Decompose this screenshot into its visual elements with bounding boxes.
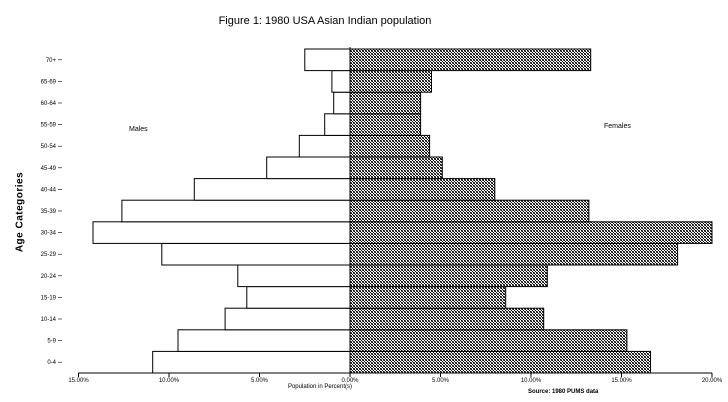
- female-bar-30-34: [349, 221, 713, 244]
- male-bar-70+: [304, 48, 351, 72]
- y-tick-label: 60-64: [41, 101, 57, 107]
- y-tick-label: 30-34: [41, 231, 57, 237]
- x-axis-label: Population in Percent(s): [287, 384, 353, 390]
- male-bar-40-44: [193, 178, 351, 201]
- y-tick-label: 15-19: [41, 295, 57, 301]
- female-bar-20-24: [349, 264, 548, 288]
- male-bar-35-39: [121, 199, 351, 223]
- source-note: Source: 1980 PUMS data: [528, 389, 599, 395]
- female-bar-65-69: [349, 70, 432, 93]
- y-tick-label: 0-4: [47, 360, 56, 366]
- female-bar-55-59: [349, 113, 422, 136]
- male-bar-15-19: [246, 286, 351, 309]
- male-bar-45-49: [266, 156, 351, 180]
- males-label: Males: [129, 126, 148, 133]
- female-bar-0-4: [349, 350, 651, 374]
- female-bar-70+: [349, 48, 592, 72]
- male-bar-5-9: [177, 329, 351, 352]
- y-tick-label: 10-14: [41, 317, 57, 323]
- male-bar-25-29: [161, 242, 351, 266]
- female-bar-60-64: [349, 91, 422, 115]
- x-tick-label: 10.00%: [159, 378, 180, 384]
- y-tick-label: 50-54: [41, 144, 57, 150]
- y-tick-label: 70+: [46, 58, 57, 64]
- female-bar-35-39: [349, 199, 590, 223]
- male-bar-65-69: [331, 70, 351, 93]
- y-tick-label: 35-39: [41, 209, 57, 215]
- female-bar-50-54: [349, 134, 431, 158]
- female-bar-15-19: [349, 286, 507, 309]
- male-bar-55-59: [324, 113, 351, 136]
- x-tick-label: 15.00%: [68, 378, 89, 384]
- y-tick-label: 40-44: [41, 187, 57, 193]
- x-tick-label: 15.00%: [611, 378, 632, 384]
- male-bar-10-14: [224, 307, 351, 331]
- y-tick-label: 45-49: [41, 166, 57, 172]
- y-tick-label: 5-9: [47, 339, 56, 345]
- x-tick-label: 5.00%: [251, 378, 269, 384]
- male-bar-30-34: [92, 221, 351, 244]
- male-bar-20-24: [237, 264, 351, 288]
- female-bar-45-49: [349, 156, 443, 180]
- female-bar-40-44: [349, 178, 496, 201]
- female-bar-10-14: [349, 307, 545, 331]
- male-bar-50-54: [298, 134, 351, 158]
- female-bar-5-9: [349, 329, 628, 352]
- y-tick-label: 55-59: [41, 123, 57, 129]
- female-bar-25-29: [349, 242, 679, 266]
- x-tick-label: 20.00%: [702, 378, 723, 384]
- male-bar-60-64: [333, 91, 351, 115]
- chart-title: Figure 1: 1980 USA Asian Indian populati…: [218, 15, 432, 27]
- x-tick-label: 10.00%: [521, 378, 542, 384]
- x-tick-label: 0.00%: [341, 378, 359, 384]
- y-tick-label: 20-24: [41, 274, 57, 280]
- females-label: Females: [604, 123, 631, 130]
- male-bar-0-4: [152, 350, 351, 374]
- y-tick-label: 65-69: [41, 79, 57, 85]
- x-tick-label: 5.00%: [432, 378, 450, 384]
- y-tick-label: 25-29: [41, 252, 57, 258]
